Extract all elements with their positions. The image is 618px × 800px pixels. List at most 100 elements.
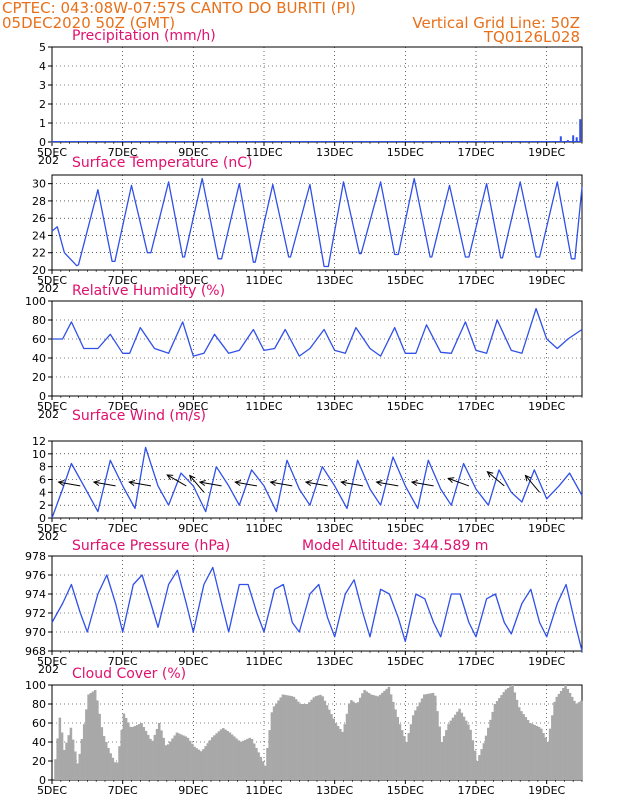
cloud-bar bbox=[478, 755, 481, 780]
cloud-bar bbox=[146, 734, 150, 780]
wind-ytick-label: 12 bbox=[32, 435, 46, 448]
cloud-bar bbox=[222, 728, 225, 780]
cloud-bar bbox=[259, 756, 263, 780]
temp-xtick-label: 13DEC bbox=[316, 274, 353, 287]
cloud-bar bbox=[213, 735, 216, 780]
cloud-bar bbox=[142, 726, 146, 780]
cloud-bar bbox=[292, 696, 296, 780]
rh-year-label: 202 bbox=[38, 408, 59, 421]
wind-arrow-shaft bbox=[199, 481, 222, 487]
rh-series-line bbox=[52, 307, 583, 357]
cloud-bar bbox=[493, 704, 497, 780]
header-run-date: 05DEC2020 50Z (GMT) bbox=[2, 14, 175, 32]
cloud-ytick-label: 0 bbox=[39, 774, 46, 787]
cloud-bar bbox=[557, 693, 561, 780]
temp-ytick-label: 22 bbox=[32, 247, 46, 260]
cloud-bar bbox=[381, 692, 384, 780]
cloud-bar bbox=[378, 694, 382, 780]
cloud-bar bbox=[87, 694, 90, 780]
cloud-bar bbox=[409, 724, 413, 780]
cloud-bar bbox=[197, 749, 201, 780]
cloud-bar bbox=[241, 740, 245, 780]
cloud-bar bbox=[257, 752, 260, 780]
precip-xtick-label: 19DEC bbox=[528, 146, 565, 159]
cloud-bar bbox=[314, 696, 318, 780]
cloud-bar bbox=[504, 689, 508, 780]
rh-xtick-label: 19DEC bbox=[528, 400, 565, 413]
cloud-bar bbox=[124, 717, 128, 780]
cloud-bar bbox=[204, 746, 207, 780]
cloud-bar bbox=[513, 692, 517, 780]
temp-xtick-label: 19DEC bbox=[528, 274, 565, 287]
cloud-bar bbox=[442, 736, 446, 780]
cloud-bar bbox=[85, 709, 88, 780]
cloud-bar bbox=[325, 705, 329, 780]
cloud-bar bbox=[266, 747, 269, 780]
cloud-bar bbox=[248, 737, 252, 780]
cloud-bar bbox=[407, 733, 411, 780]
cloud-bar bbox=[155, 728, 159, 780]
cloud-bar bbox=[199, 751, 203, 780]
wind-series-line bbox=[51, 446, 583, 519]
wind-arrow-shaft bbox=[58, 481, 81, 487]
cloud-bar bbox=[180, 734, 183, 780]
cloud-bar bbox=[120, 729, 123, 780]
cloud-bar bbox=[447, 724, 450, 780]
wind-arrow-head bbox=[269, 479, 277, 487]
cloud-bar bbox=[392, 701, 395, 780]
precip-year-label: 202 bbox=[38, 154, 59, 167]
cloud-bar bbox=[166, 744, 170, 780]
wind-arrow-head bbox=[486, 471, 494, 478]
rh-xtick-label: 13DEC bbox=[316, 400, 353, 413]
cloud-bar bbox=[96, 700, 99, 780]
cloud-bar bbox=[270, 712, 274, 780]
cloud-bar bbox=[158, 723, 161, 780]
cloud-bar bbox=[336, 725, 340, 780]
precip-xtick-label: 5DEC bbox=[37, 146, 67, 159]
cloud-bar bbox=[370, 694, 373, 780]
cloud-bar bbox=[91, 691, 95, 780]
temp-panel: 20 22 24 26 28 30 5DEC 7DEC 9DEC 11DEC 13DEC 15DEC 1… bbox=[32, 155, 583, 295]
cloud-bar bbox=[352, 701, 355, 780]
cloud-bar bbox=[308, 702, 311, 780]
cloud-bar bbox=[332, 718, 335, 780]
temp-ytick-label: 20 bbox=[32, 264, 46, 277]
cloud-bar bbox=[116, 762, 119, 780]
wind-xtick-label: 19DEC bbox=[528, 522, 565, 535]
cloud-title: Cloud Cover (%) bbox=[72, 666, 186, 682]
cloud-bar bbox=[420, 698, 424, 780]
cloud-bar bbox=[294, 699, 298, 780]
cloud-bar bbox=[98, 713, 101, 780]
cloud-bar bbox=[387, 686, 391, 780]
cloud-bar bbox=[319, 694, 322, 780]
precip-ytick-label: 4 bbox=[39, 60, 46, 73]
cloud-bar bbox=[186, 737, 190, 780]
cloud-bar bbox=[358, 697, 362, 780]
wind-arrow-shaft bbox=[487, 471, 505, 487]
cloud-bar bbox=[177, 733, 181, 780]
cloud-bar bbox=[215, 733, 218, 780]
wind-ytick-label: 8 bbox=[39, 461, 46, 474]
cloud-bar bbox=[113, 762, 117, 780]
cloud-bar bbox=[429, 693, 433, 780]
temp-xtick-label: 9DEC bbox=[178, 274, 208, 287]
pres-year-label: 202 bbox=[38, 663, 59, 676]
pres-title: Surface Pressure (hPa) bbox=[72, 538, 230, 554]
wind-xtick-label: 9DEC bbox=[178, 522, 208, 535]
cloud-bar bbox=[82, 724, 86, 780]
cloud-bar bbox=[467, 724, 470, 780]
cloud-bar bbox=[394, 709, 397, 780]
rh-xtick-label: 11DEC bbox=[245, 400, 282, 413]
pres-ytick-label: 978 bbox=[25, 550, 46, 563]
cloud-ytick-label: 60 bbox=[32, 717, 46, 730]
cloud-bar bbox=[531, 723, 534, 780]
rh-title: Relative Humidity (%) bbox=[72, 283, 225, 299]
cloud-bar bbox=[129, 726, 132, 780]
wind-arrow-shaft bbox=[341, 481, 364, 487]
cloud-bar bbox=[334, 723, 338, 780]
wind-arrow-shaft bbox=[376, 481, 399, 487]
cloud-bar bbox=[144, 730, 148, 780]
cloud-bar bbox=[107, 747, 110, 780]
pres-xtick-label: 15DEC bbox=[387, 655, 424, 668]
